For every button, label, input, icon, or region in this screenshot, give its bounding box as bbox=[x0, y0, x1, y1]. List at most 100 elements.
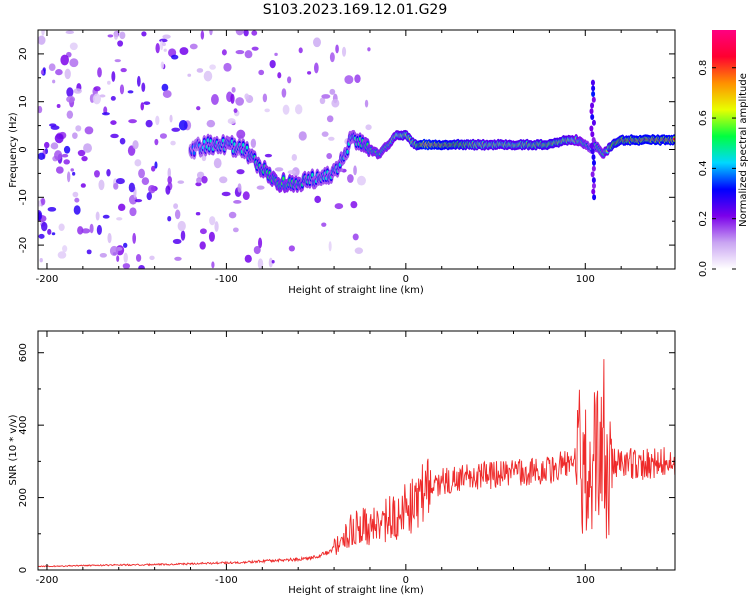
spectrogram-noise-cell bbox=[102, 214, 110, 219]
spectrogram-noise-cell bbox=[38, 105, 43, 114]
spectrogram-noise-cell bbox=[331, 98, 340, 108]
spectrogram-noise-cell bbox=[69, 42, 78, 51]
spectrogram-noise-cell bbox=[167, 176, 172, 184]
colorbar-tick-label: 0.2 bbox=[698, 211, 709, 227]
spectrogram-noise-cell bbox=[230, 93, 235, 104]
spectrogram-noise-cell bbox=[38, 233, 45, 239]
spectrogram-noise-cell bbox=[326, 115, 334, 123]
spectrogram-noise-cell bbox=[281, 88, 287, 98]
spectrogram-noise-cell bbox=[111, 71, 116, 82]
spectrogram-noise-cell bbox=[203, 70, 213, 82]
spectrogram-noise-cell bbox=[143, 101, 151, 105]
spectrogram-noise-cell bbox=[177, 220, 186, 232]
spectrogram-noise-cell bbox=[116, 217, 123, 221]
spectrogram-noise-cell bbox=[128, 119, 137, 124]
spectrogram-noise-cell bbox=[231, 86, 236, 93]
spectrogram-noise-cell bbox=[66, 95, 76, 103]
spectrogram-noise-cell bbox=[223, 62, 232, 72]
spectrogram-disturbance-cell bbox=[591, 188, 596, 195]
spectrogram-noise-cell bbox=[138, 168, 145, 179]
snr-series-line bbox=[38, 359, 675, 568]
spectrogram-noise-cell bbox=[140, 102, 145, 111]
spectrogram-noise-cell bbox=[73, 88, 82, 94]
spectrogram-noise-cell bbox=[209, 216, 216, 226]
spectrogram-noise-cell bbox=[219, 176, 228, 184]
spectrogram-noise-cell bbox=[347, 174, 354, 183]
spectrogram-noise-cell bbox=[89, 223, 94, 234]
spectrogram-noise-cell bbox=[107, 80, 111, 85]
spectrogram-noise-cell bbox=[243, 30, 249, 37]
spectrogram-noise-cell bbox=[138, 265, 145, 269]
spectrogram-noise-cell bbox=[49, 123, 57, 127]
spectrogram-noise-cell bbox=[271, 260, 275, 264]
spectrogram-ridge-core bbox=[242, 142, 245, 147]
spectrogram-noise-cell bbox=[170, 140, 176, 146]
spectrogram-noise-cell bbox=[101, 112, 110, 116]
spectrogram-noise-cell bbox=[155, 115, 160, 126]
chart-title: S103.2023.169.12.01.G29 bbox=[263, 2, 448, 18]
spectrogram-noise-cell bbox=[116, 255, 120, 262]
spectrogram-noise-cell bbox=[141, 177, 150, 186]
spectrogram-noise-cell bbox=[242, 191, 250, 201]
y-tick-label: -10 bbox=[18, 189, 29, 205]
spectrogram-disturbance-cell bbox=[591, 85, 596, 92]
spectrogram-noise-cell bbox=[154, 161, 158, 169]
spectrogram-noise-cell bbox=[287, 170, 296, 175]
y-tick-label: 400 bbox=[18, 416, 29, 435]
x-tick-label: -200 bbox=[36, 274, 59, 285]
spectrogram-noise-cell bbox=[221, 191, 231, 197]
snr-y-ticks: 0 200 400 600 bbox=[18, 343, 675, 573]
spectrogram-noise-cell bbox=[54, 150, 63, 161]
spectrogram-noise-cell bbox=[174, 209, 181, 220]
spectrogram-noise-cell bbox=[107, 34, 114, 38]
spectrogram-noise-cell bbox=[354, 247, 364, 254]
spectrogram-noise-cell bbox=[159, 133, 168, 139]
spectrogram-noise-cell bbox=[56, 104, 61, 108]
spectrogram-noise-cell bbox=[354, 74, 361, 84]
spectrogram-noise-cell bbox=[39, 258, 43, 263]
spectrogram-disturbance-cell bbox=[591, 119, 596, 126]
y-tick-label: 600 bbox=[18, 343, 29, 362]
spectrogram-noise-cell bbox=[282, 104, 290, 115]
spectrogram-noise-cell bbox=[274, 167, 284, 172]
spectrogram-disturbance-cell bbox=[591, 159, 596, 166]
spectrogram-noise-cell bbox=[38, 152, 45, 160]
spectrogram-disturbance-cell bbox=[590, 113, 595, 120]
spectrogram-noise-cell bbox=[269, 59, 276, 69]
spectrogram-noise-cell bbox=[199, 228, 207, 235]
spectrogram-noise-cell bbox=[99, 252, 107, 258]
spectrogram-noise-cell bbox=[251, 46, 259, 51]
spectrogram-noise-cell bbox=[177, 180, 185, 184]
x-tick-label: 0 bbox=[403, 575, 409, 586]
spectrogram-noise-cell bbox=[167, 167, 172, 179]
spectrogram-heatmap bbox=[38, 30, 675, 269]
spectrogram-noise-cell bbox=[51, 232, 56, 236]
spectrogram-noise-cell bbox=[41, 221, 48, 232]
spectrogram-noise-cell bbox=[258, 237, 263, 249]
spectrogram-noise-cell bbox=[114, 59, 121, 63]
spectrogram-noise-cell bbox=[268, 257, 273, 268]
spectrogram-noise-cell bbox=[81, 155, 88, 162]
spectrogram-noise-cell bbox=[313, 62, 319, 74]
spectrogram-ridge-core bbox=[245, 145, 249, 150]
spectrogram-noise-cell bbox=[118, 203, 126, 212]
spectrogram-noise-cell bbox=[72, 171, 76, 176]
spectrogram-noise-cell bbox=[167, 216, 172, 222]
spectrogram-noise-cell bbox=[159, 38, 168, 43]
spectrogram-noise-cell bbox=[69, 58, 79, 68]
spectrogram-x-ticks: -200 -100 0 100 bbox=[36, 30, 658, 285]
spectrogram-noise-cell bbox=[174, 256, 182, 261]
spectrogram-noise-cell bbox=[64, 68, 71, 80]
spectrogram-noise-cell bbox=[40, 198, 46, 206]
spectrogram-noise-cell bbox=[151, 165, 156, 172]
spectrogram-noise-cell bbox=[113, 182, 119, 190]
spectrogram-noise-cell bbox=[262, 93, 268, 103]
x-tick-label: 0 bbox=[403, 274, 409, 285]
spectrogram-noise-cell bbox=[233, 108, 238, 113]
spectrogram-noise-cell bbox=[50, 142, 59, 150]
spectrogram-noise-cell bbox=[99, 94, 106, 98]
spectrogram-disturbance-cell bbox=[589, 108, 594, 115]
spectrogram-noise-cell bbox=[162, 42, 166, 47]
spectrogram-noise-cell bbox=[264, 108, 270, 113]
